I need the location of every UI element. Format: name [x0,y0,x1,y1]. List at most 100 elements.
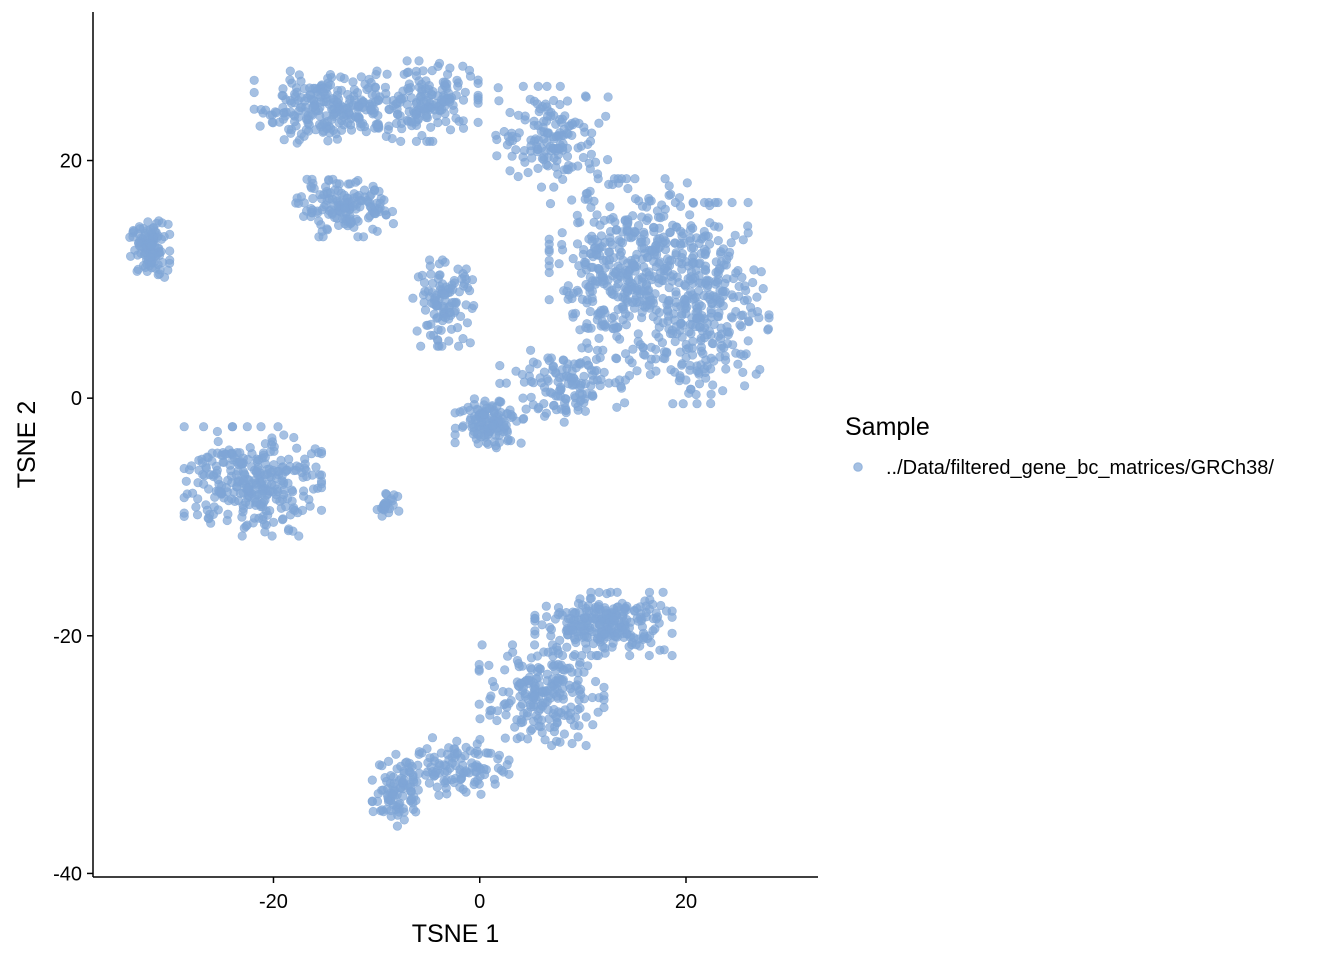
scatter-point [495,397,505,407]
scatter-point [157,218,167,228]
scatter-point [557,239,567,250]
scatter-point [549,182,559,192]
scatter-point [686,243,697,253]
scatter-point [593,650,604,661]
scatter-point [688,257,698,267]
scatter-point [551,132,562,142]
scatter-point [728,273,739,284]
scatter-point [541,601,551,611]
scatter-point [560,394,571,404]
scatter-point [145,252,155,262]
scatter-point [519,377,530,387]
scatter-point [748,277,758,288]
scatter-point [327,208,337,218]
scatter-point [629,633,639,643]
scatter-point [268,517,279,527]
scatter-point [677,253,687,263]
scatter-point [530,629,540,639]
scatter-point [699,364,710,374]
scatter-point [596,374,606,385]
scatter-point [433,312,443,323]
scatter-point [260,439,271,449]
legend-key [853,462,863,472]
scatter-point [458,334,468,344]
scatter-point [570,649,580,660]
scatter-point [455,782,465,792]
scatter-point [402,757,412,767]
scatter-point [134,238,144,248]
scatter-point [632,613,642,623]
scatter-point [567,118,577,128]
scatter-point [254,513,264,523]
scatter-point [503,651,513,661]
scatter-point [392,821,403,831]
scatter-point [558,139,568,149]
scatter-point [573,218,583,228]
scatter-point [599,690,609,701]
scatter-point [595,220,605,230]
scatter-point [533,662,543,673]
scatter-point [622,219,633,229]
scatter-point [541,408,552,418]
scatter-point [316,449,327,459]
scatter-point [721,364,731,374]
scatter-point [249,494,260,504]
scatter-point [417,270,427,281]
scatter-point [587,128,597,138]
scatter-point [348,100,358,110]
scatter-point [132,266,142,276]
x-tick-label: 0 [474,891,485,913]
scatter-point [333,94,344,104]
scatter-point [402,56,412,66]
scatter-point [550,614,561,624]
scatter-point [562,286,572,297]
scatter-point [637,254,647,264]
scatter-point [623,232,633,242]
scatter-point [538,122,548,132]
scatter-point [655,242,665,252]
scatter-point [393,810,403,820]
scatter-point [675,373,685,383]
scatter-point [579,694,589,704]
scatter-point [375,198,385,208]
scatter-point [386,494,396,504]
scatter-point [433,61,443,72]
scatter-point [457,274,467,284]
scatter-point [706,389,716,399]
scatter-point [126,251,136,261]
scatter-point [533,163,543,173]
scatter-point [437,255,448,265]
scatter-point [411,807,421,817]
scatter-point [458,95,469,105]
scatter-point [558,174,568,184]
legend-title: Sample [845,413,930,441]
scatter-point [255,121,265,131]
scatter-point [307,174,317,184]
scatter-point [692,399,702,409]
scatter-point [548,361,559,371]
scatter-point [345,179,355,189]
scatter-point [658,232,669,242]
scatter-point [752,292,762,302]
scatter-point [405,767,415,778]
scatter-point [555,99,565,110]
scatter-point [337,116,347,126]
scatter-point [567,195,577,205]
scatter-point [194,465,204,475]
scatter-point [724,327,734,337]
scatter-point [505,166,515,176]
scatter-point [738,235,748,245]
scatter-point [406,93,417,103]
scatter-point [513,171,523,182]
scatter-point [487,421,498,431]
scatter-point [758,284,768,294]
scatter-point [645,595,655,605]
scatter-point [590,279,601,289]
scatter-point [718,301,728,311]
scatter-point [536,182,547,192]
scatter-point [156,234,167,244]
x-tick-label: 20 [675,891,697,913]
scatter-point [628,344,638,354]
scatter-point [384,121,394,131]
scatter-point [223,509,233,519]
